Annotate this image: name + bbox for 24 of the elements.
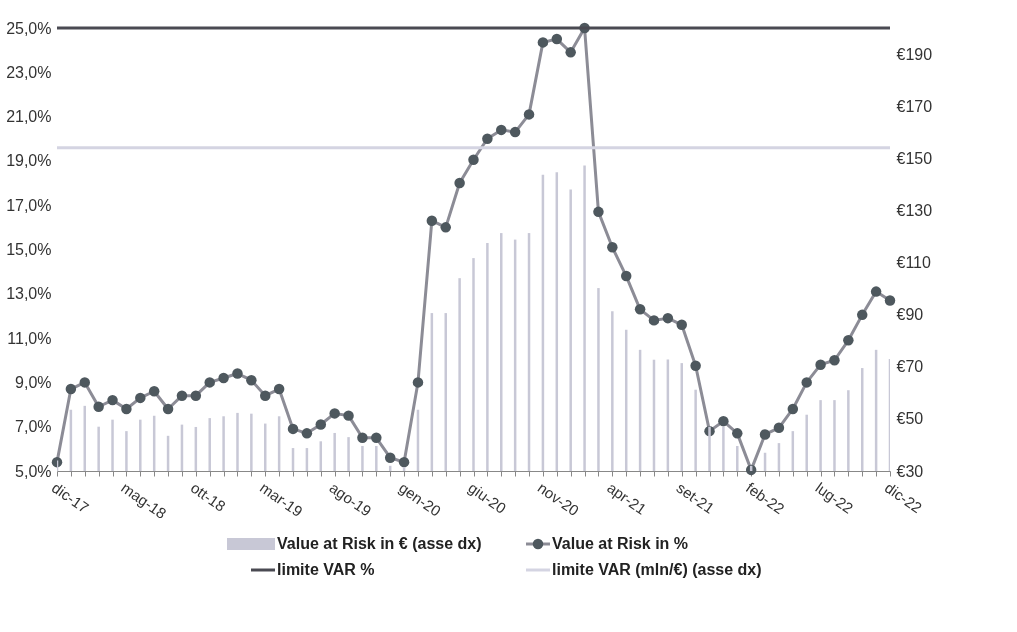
legend-label: Value at Risk in € (asse dx) xyxy=(277,535,482,552)
y2-tick-label: €30 xyxy=(896,462,924,480)
y-tick-label: 13,0% xyxy=(6,285,52,303)
y-tick-label: 11,0% xyxy=(7,329,52,347)
y2-tick-label: €70 xyxy=(896,358,924,376)
y-tick-label: 25,0% xyxy=(6,19,52,37)
legend-label: Value at Risk in % xyxy=(552,535,689,552)
y2-tick-label: €190 xyxy=(896,45,933,63)
y-tick-label: 15,0% xyxy=(6,241,52,258)
y2-tick-label: €130 xyxy=(896,201,933,219)
legend-label: limite VAR (mln/€) (asse dx) xyxy=(552,561,762,578)
y-tick-label: 21,0% xyxy=(6,108,52,126)
y-tick-label: 23,0% xyxy=(6,63,52,81)
y-tick-label: 9,0% xyxy=(15,373,52,391)
y2-tick-label: €150 xyxy=(896,149,933,167)
y-tick-label: 5,0% xyxy=(15,462,52,480)
y-tick-label: 7,0% xyxy=(15,418,52,436)
legend-label: limite VAR % xyxy=(277,561,375,578)
y2-tick-label: €170 xyxy=(896,97,933,115)
y-tick-label: 19,0% xyxy=(6,152,52,170)
y2-tick-label: €50 xyxy=(896,410,924,428)
y-tick-label: 17,0% xyxy=(6,196,52,214)
y2-tick-label: €90 xyxy=(896,306,924,324)
y2-tick-label: €110 xyxy=(896,254,932,272)
